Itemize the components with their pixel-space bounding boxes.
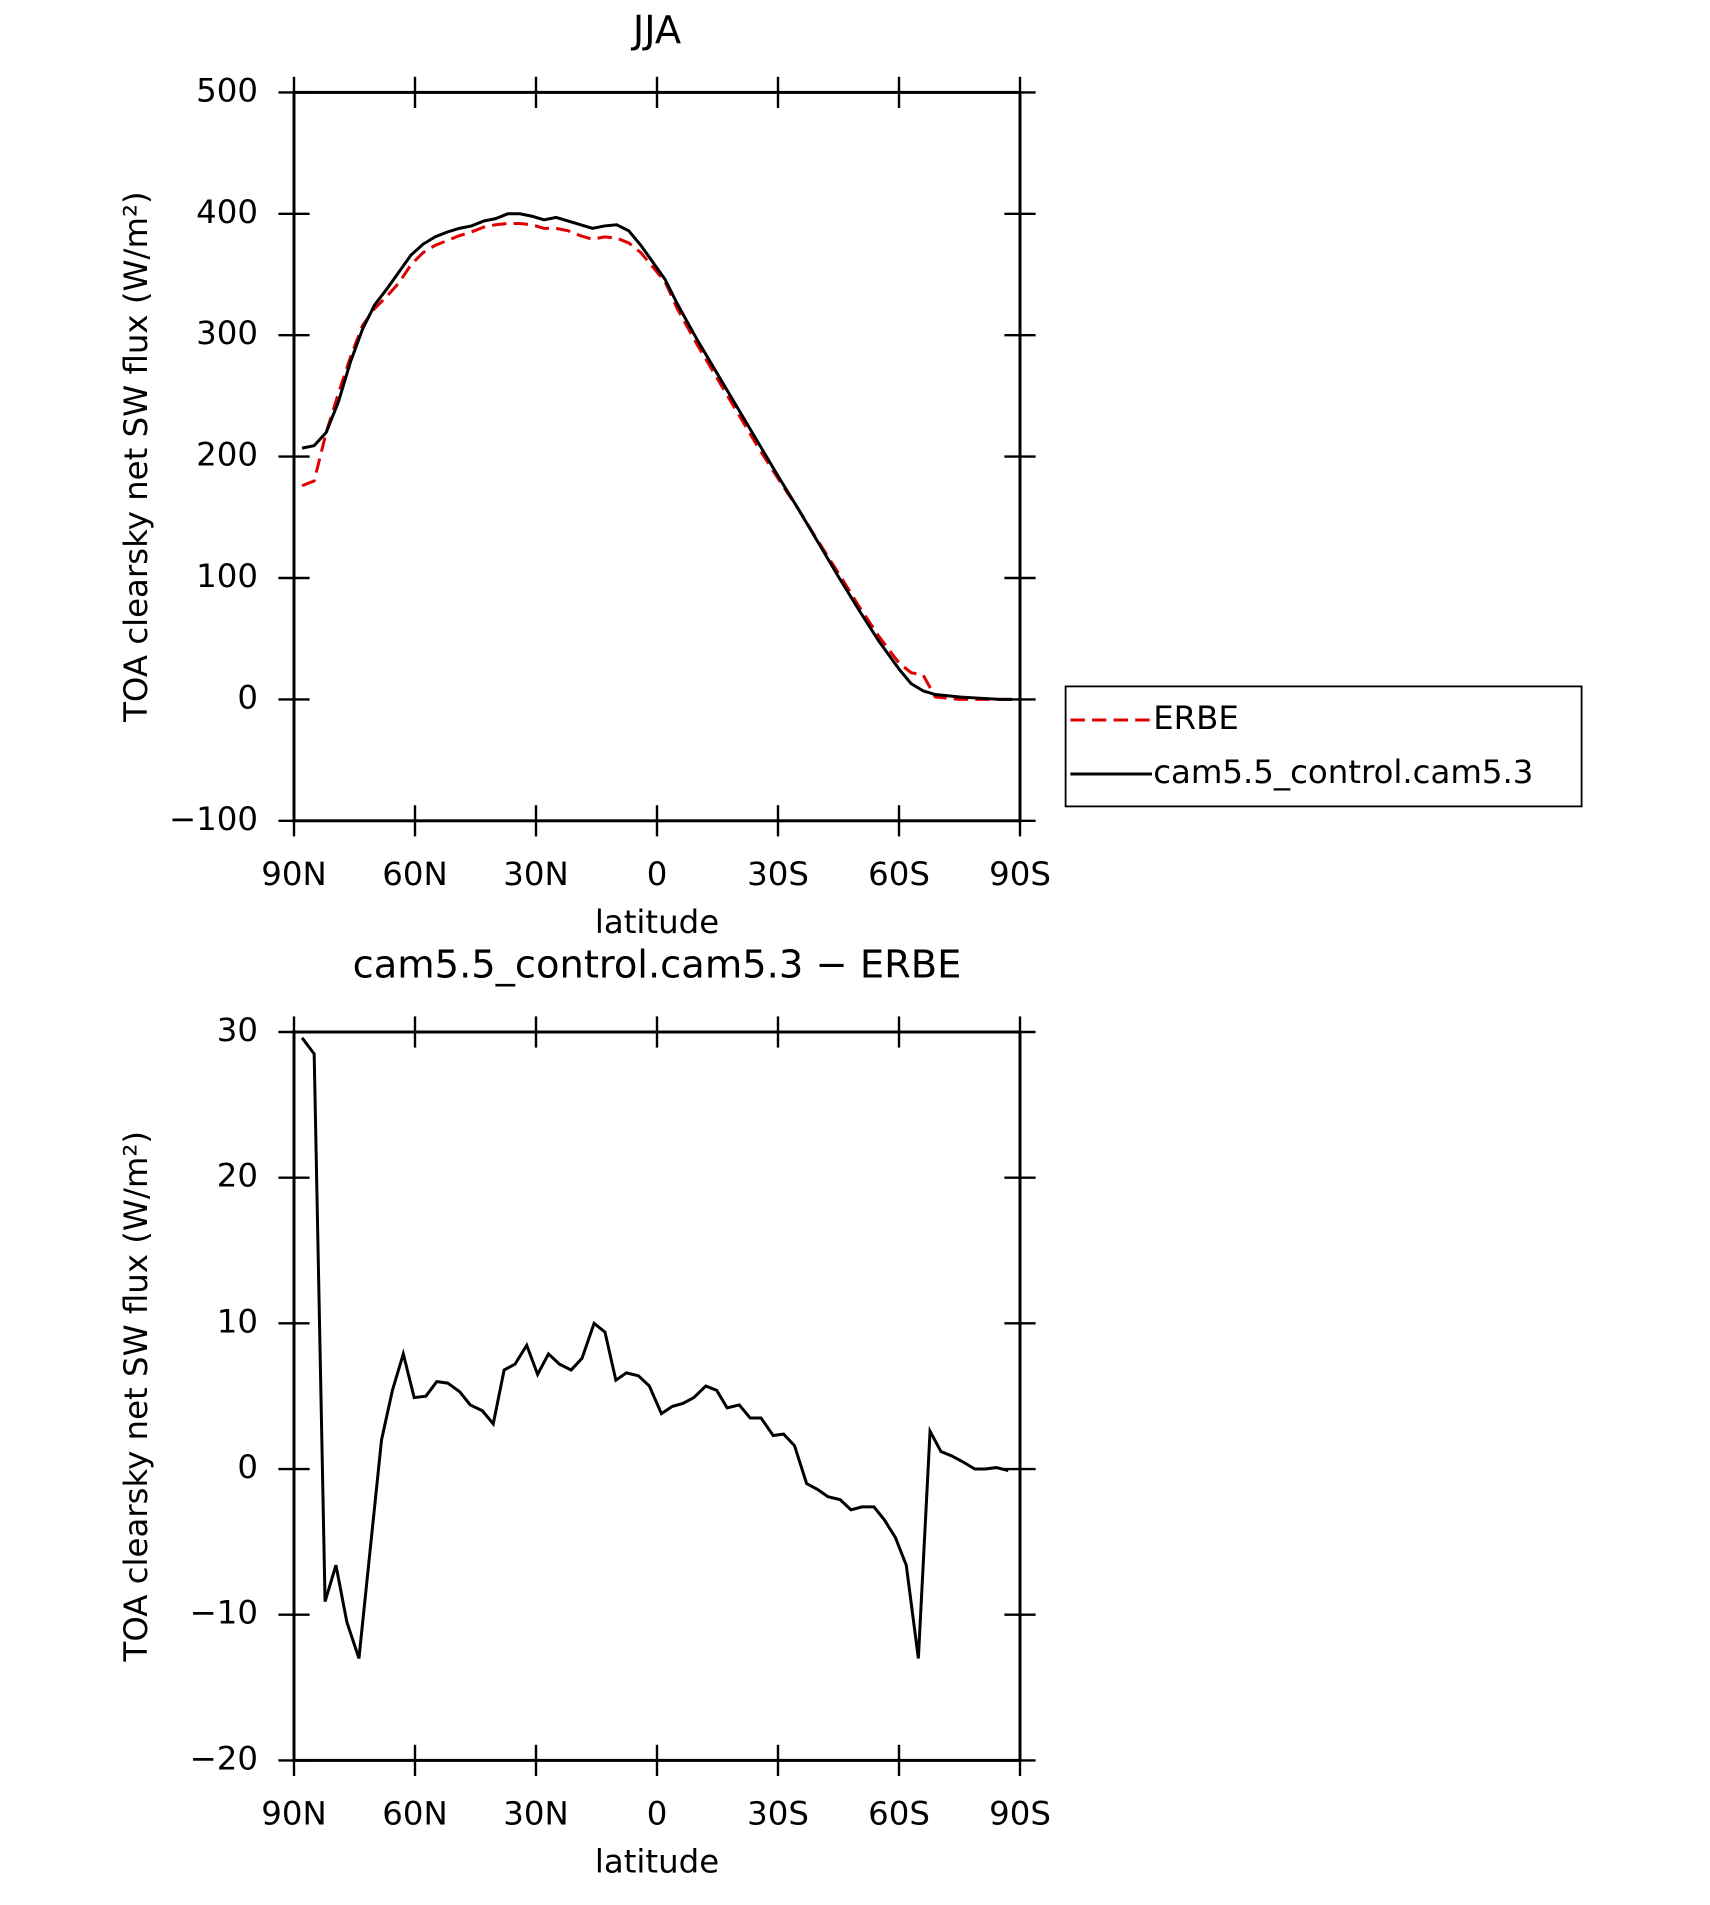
y-tick-label: 30 <box>217 1011 258 1049</box>
y-tick-label: 100 <box>196 557 258 595</box>
x-tick-label: 90N <box>261 1795 326 1833</box>
data-line <box>301 212 1012 701</box>
y-tick-label: 10 <box>217 1302 258 1340</box>
legend-label: cam5.5_control.cam5.3 <box>1153 753 1533 791</box>
data-line <box>301 222 1012 701</box>
x-tick-label: 90S <box>989 1795 1051 1833</box>
legend-box <box>1064 685 1583 808</box>
x-tick-label: 0 <box>647 1795 668 1833</box>
chart-title: JJA <box>631 8 681 53</box>
y-tick-label: 400 <box>196 193 258 231</box>
chart-title: cam5.5_control.cam5.3 − ERBE <box>353 943 962 988</box>
x-tick-label: 60N <box>382 1795 447 1833</box>
x-tick-label: 30N <box>503 1795 568 1833</box>
y-tick-label: 500 <box>196 71 258 109</box>
x-tick-label: 30S <box>747 1795 809 1833</box>
plot-frame <box>292 90 1022 823</box>
y-tick-label: −100 <box>169 800 258 838</box>
y-tick-label: 200 <box>196 436 258 474</box>
x-tick-label: 60N <box>382 855 447 893</box>
x-axis-label: latitude <box>595 903 719 941</box>
chart: JJA latitude TOA clearsky net SW flux (W/m… <box>117 8 1583 941</box>
plot-frame <box>292 1030 1022 1762</box>
chart: cam5.5_control.cam5.3 − ERBE latitude TOA … <box>117 943 1051 1881</box>
x-tick-label: 90S <box>989 855 1051 893</box>
y-tick-label: −10 <box>190 1594 258 1632</box>
x-tick-label: 90N <box>261 855 326 893</box>
x-axis-label: latitude <box>595 1843 719 1881</box>
y-tick-label: 20 <box>217 1157 258 1195</box>
y-axis-label: TOA clearsky net SW flux (W/m²) <box>117 191 155 723</box>
y-tick-label: 0 <box>237 678 258 716</box>
x-tick-label: 30S <box>747 855 809 893</box>
y-tick-label: −20 <box>190 1739 258 1777</box>
x-tick-label: 30N <box>503 855 568 893</box>
y-tick-label: 300 <box>196 314 258 352</box>
x-tick-label: 60S <box>868 1795 930 1833</box>
legend-label: ERBE <box>1153 699 1239 737</box>
data-line <box>300 1036 1009 1659</box>
x-tick-label: 60S <box>868 855 930 893</box>
y-axis-label: TOA clearsky net SW flux (W/m²) <box>117 1131 155 1662</box>
x-tick-label: 0 <box>647 855 668 893</box>
y-tick-label: 0 <box>237 1448 258 1486</box>
